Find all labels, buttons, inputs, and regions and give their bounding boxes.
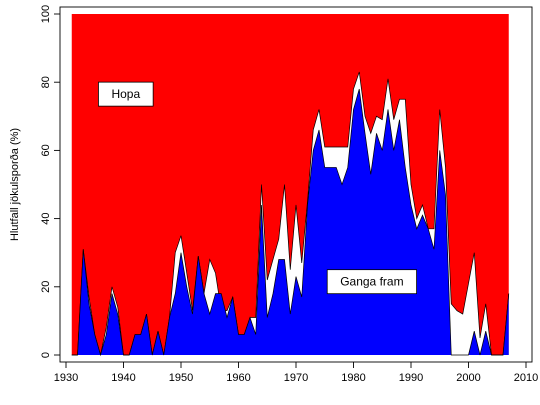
- y-tick-label: 100: [40, 5, 52, 23]
- annotations: Hopa Ganga fram: [98, 81, 417, 295]
- x-tick-label: 1970: [284, 372, 308, 384]
- plot-area: [71, 14, 510, 357]
- annotation-retreat: Hopa: [111, 87, 140, 101]
- x-tick-label: 1980: [341, 372, 365, 384]
- x-tick-label: 1990: [399, 372, 423, 384]
- y-tick-label: 60: [40, 144, 52, 156]
- x-tick-label: 1960: [226, 372, 250, 384]
- annotation-box-advance: [326, 269, 417, 295]
- y-tick-label: 20: [40, 281, 52, 293]
- x-tick-label: 1940: [111, 372, 135, 384]
- series-advance-line: [71, 88, 510, 357]
- x-tick-label: 2000: [456, 372, 480, 384]
- y-axis-title: Hlutfall jökulsporða (%): [9, 128, 21, 241]
- axes: 1930 1940 1950 1960 1970 1980 1990 2000 2010 0 20 4…: [40, 5, 538, 384]
- y-tick-label: 80: [40, 76, 52, 88]
- x-tick-label: 1930: [54, 372, 78, 384]
- y-tick-label: 40: [40, 212, 52, 224]
- x-tick-label: 2010: [514, 372, 538, 384]
- annotation-box-retreat: [98, 81, 154, 107]
- annotation-advance: Ganga fram: [340, 275, 403, 289]
- y-tick-label: 0: [40, 352, 52, 358]
- x-tick-label: 1950: [169, 372, 193, 384]
